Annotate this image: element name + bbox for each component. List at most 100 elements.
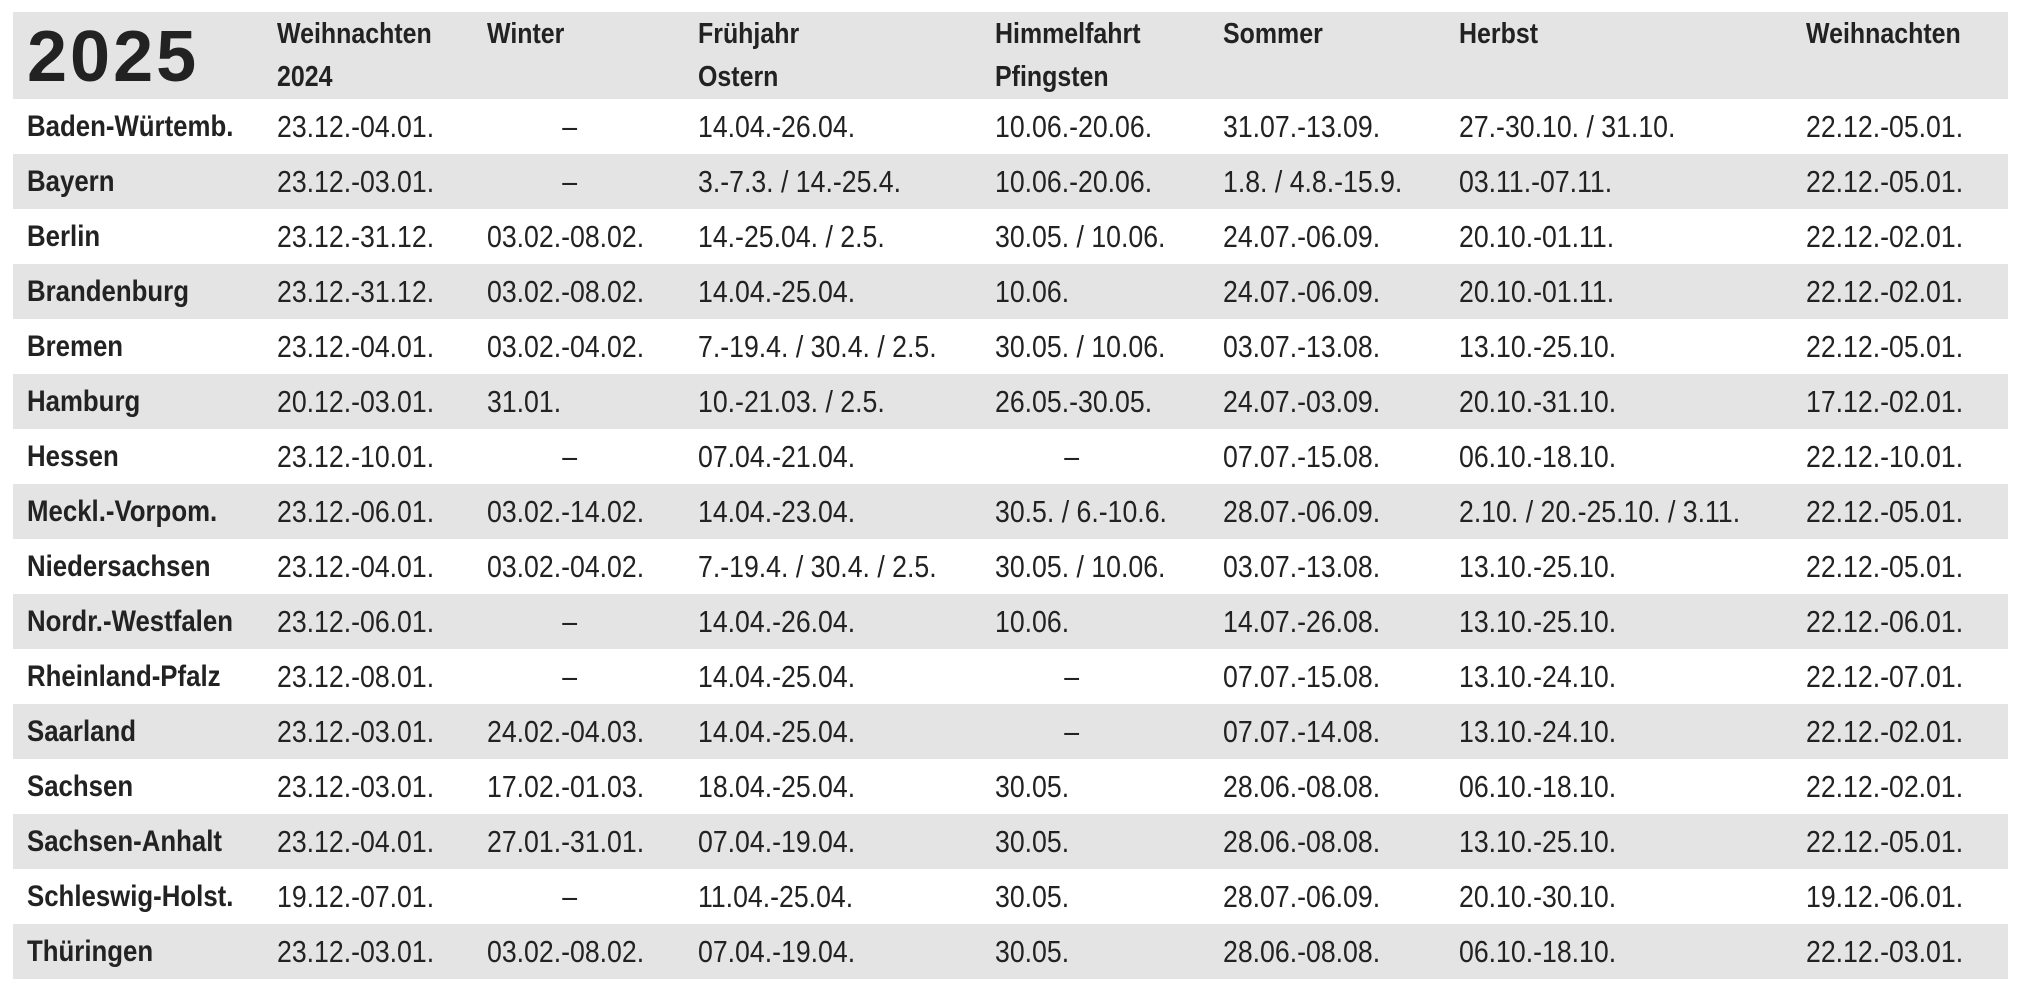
school-holidays-table: 2025 Weihnachten 2024 Winter Frühjahr Os… xyxy=(13,12,2008,979)
holiday-dates: 22.12.-02.01. xyxy=(1806,769,1964,804)
holiday-dates: 13.10.-25.10. xyxy=(1459,604,1617,639)
table-body: Baden-Würtemb. 23.12.-04.01. – 14.04.-26.04… xyxy=(13,99,2008,979)
state-name: Thüringen xyxy=(27,935,154,968)
table-row: Schleswig-Holst. 19.12.-07.01. – 11.04.-25.… xyxy=(13,869,2008,924)
state-name-cell: Saarland xyxy=(13,704,277,759)
column-header-line: Frühjahr xyxy=(698,18,800,50)
holiday-dates: 22.12.-05.01. xyxy=(1806,164,1964,199)
holiday-dates-cell: 28.07.-06.09. xyxy=(1223,484,1459,539)
state-name: Schleswig-Holst. xyxy=(27,880,234,913)
holiday-dates: 10.06. xyxy=(995,274,1070,309)
holiday-dates-cell: 07.04.-19.04. xyxy=(698,814,995,869)
holiday-dates-cell: 22.12.-05.01. xyxy=(1806,539,2008,594)
column-header-line: Weihnachten xyxy=(1806,18,1961,50)
holiday-dates: 23.12.-06.01. xyxy=(277,494,435,529)
holiday-dates: 24.07.-06.09. xyxy=(1223,274,1381,309)
holiday-dates-cell: 30.05. / 10.06. xyxy=(995,209,1223,264)
holiday-dates-cell: 07.07.-15.08. xyxy=(1223,429,1459,484)
holiday-dates: 14.04.-25.04. xyxy=(698,714,856,749)
table-row: Nordr.-Westfalen 23.12.-06.01. – 14.04.-26.… xyxy=(13,594,2008,649)
holiday-dates-cell: 07.07.-14.08. xyxy=(1223,704,1459,759)
holiday-dates: 30.5. / 6.-10.6. xyxy=(995,494,1167,529)
holiday-dates-cell: 22.12.-02.01. xyxy=(1806,759,2008,814)
holiday-dates-cell: 23.12.-31.12. xyxy=(277,209,487,264)
holiday-dates: 23.12.-03.01. xyxy=(277,714,435,749)
holiday-dates: 28.07.-06.09. xyxy=(1223,494,1381,529)
holiday-dates-cell: – xyxy=(995,649,1223,704)
holiday-dates: 27.01.-31.01. xyxy=(487,824,645,859)
holiday-dates-cell: 22.12.-02.01. xyxy=(1806,209,2008,264)
holiday-dates: 23.12.-06.01. xyxy=(277,604,435,639)
table-row: Bremen 23.12.-04.01. 03.02.-04.02. 7.-19.4.… xyxy=(13,319,2008,374)
holiday-dates: 22.12.-05.01. xyxy=(1806,329,1964,364)
holiday-dates: 07.04.-19.04. xyxy=(698,824,856,859)
table-row: Bayern 23.12.-03.01. – 3.-7.3. / 14.-25.4. 1… xyxy=(13,154,2008,209)
holiday-dates-cell: 17.12.-02.01. xyxy=(1806,374,2008,429)
holiday-dates: 03.02.-08.02. xyxy=(487,219,645,254)
holiday-dates-cell: 23.12.-04.01. xyxy=(277,319,487,374)
column-header-line: Himmelfahrt xyxy=(995,18,1141,50)
holiday-dates-cell: 22.12.-03.01. xyxy=(1806,924,2008,979)
holiday-dates: – xyxy=(1064,439,1080,474)
holiday-dates-cell: 30.05. xyxy=(995,924,1223,979)
holiday-dates-cell: 03.07.-13.08. xyxy=(1223,539,1459,594)
holiday-dates-cell: 20.10.-01.11. xyxy=(1459,209,1806,264)
holiday-dates-cell: 24.07.-03.09. xyxy=(1223,374,1459,429)
column-header-line: Winter xyxy=(487,18,565,50)
holiday-dates-cell: 22.12.-10.01. xyxy=(1806,429,2008,484)
state-name: Meckl.-Vorpom. xyxy=(27,495,218,528)
column-header-spring-easter: Frühjahr Ostern xyxy=(698,12,953,99)
state-name: Hamburg xyxy=(27,385,141,418)
holiday-dates-cell: 22.12.-05.01. xyxy=(1806,484,2008,539)
holiday-dates: – xyxy=(1064,714,1080,749)
holiday-dates: 14.-25.04. / 2.5. xyxy=(698,219,885,254)
holiday-dates-cell: 10.06. xyxy=(995,594,1223,649)
holiday-dates: 22.12.-05.01. xyxy=(1806,824,1964,859)
holiday-dates: 30.05. / 10.06. xyxy=(995,549,1166,584)
column-header-winter: Winter xyxy=(487,12,668,99)
holiday-table-sheet: 2025 Weihnachten 2024 Winter Frühjahr Os… xyxy=(13,12,2008,979)
state-name: Nordr.-Westfalen xyxy=(27,605,233,638)
holiday-dates: 14.07.-26.08. xyxy=(1223,604,1381,639)
holiday-dates-cell: 23.12.-03.01. xyxy=(277,924,487,979)
holiday-dates-cell: 10.06.-20.06. xyxy=(995,99,1223,154)
holiday-dates: 03.02.-08.02. xyxy=(487,934,645,969)
holiday-dates: 22.12.-10.01. xyxy=(1806,439,1964,474)
state-name-cell: Schleswig-Holst. xyxy=(13,869,277,924)
state-name: Baden-Würtemb. xyxy=(27,110,234,143)
holiday-dates-cell: 28.07.-06.09. xyxy=(1223,869,1459,924)
table-row: Hamburg 20.12.-03.01. 31.01. 10.-21.03. / 2… xyxy=(13,374,2008,429)
holiday-dates: 03.02.-14.02. xyxy=(487,494,645,529)
table-row: Hessen 23.12.-10.01. – 07.04.-21.04. – 07.07.… xyxy=(13,429,2008,484)
table-row: Saarland 23.12.-03.01. 24.02.-04.03. 14.04.… xyxy=(13,704,2008,759)
holiday-dates: – xyxy=(562,659,577,694)
state-name-cell: Brandenburg xyxy=(13,264,277,319)
holiday-dates: 23.12.-03.01. xyxy=(277,769,435,804)
holiday-dates: 11.04.-25.04. xyxy=(698,879,854,914)
holiday-dates-cell: 13.10.-24.10. xyxy=(1459,704,1806,759)
holiday-dates: 06.10.-18.10. xyxy=(1459,769,1617,804)
state-name-cell: Nordr.-Westfalen xyxy=(13,594,277,649)
holiday-dates-cell: 11.04.-25.04. xyxy=(698,869,995,924)
holiday-dates-cell: 28.06.-08.08. xyxy=(1223,814,1459,869)
holiday-dates-cell: 28.06.-08.08. xyxy=(1223,924,1459,979)
table-row: Thüringen 23.12.-03.01. 03.02.-08.02. 07.04… xyxy=(13,924,2008,979)
year-title: 2025 xyxy=(27,16,200,97)
holiday-dates: 22.12.-05.01. xyxy=(1806,109,1964,144)
holiday-dates-cell: 2.10. / 20.-25.10. / 3.11. xyxy=(1459,484,1806,539)
holiday-dates: 24.02.-04.03. xyxy=(487,714,645,749)
state-name-cell: Meckl.-Vorpom. xyxy=(13,484,277,539)
state-name: Bayern xyxy=(27,165,115,198)
holiday-dates: 06.10.-18.10. xyxy=(1459,439,1617,474)
holiday-dates: 28.06.-08.08. xyxy=(1223,769,1381,804)
holiday-dates: 23.12.-04.01. xyxy=(277,549,435,584)
holiday-dates-cell: – xyxy=(487,429,698,484)
holiday-dates: 13.10.-25.10. xyxy=(1459,329,1617,364)
state-name-cell: Hamburg xyxy=(13,374,277,429)
holiday-dates-cell: 23.12.-31.12. xyxy=(277,264,487,319)
holiday-dates-cell: 03.11.-07.11. xyxy=(1459,154,1806,209)
state-name-cell: Rheinland-Pfalz xyxy=(13,649,277,704)
holiday-dates-cell: 31.07.-13.09. xyxy=(1223,99,1459,154)
holiday-dates: 03.11.-07.11. xyxy=(1459,164,1613,199)
column-header-line: 2024 xyxy=(277,61,333,93)
